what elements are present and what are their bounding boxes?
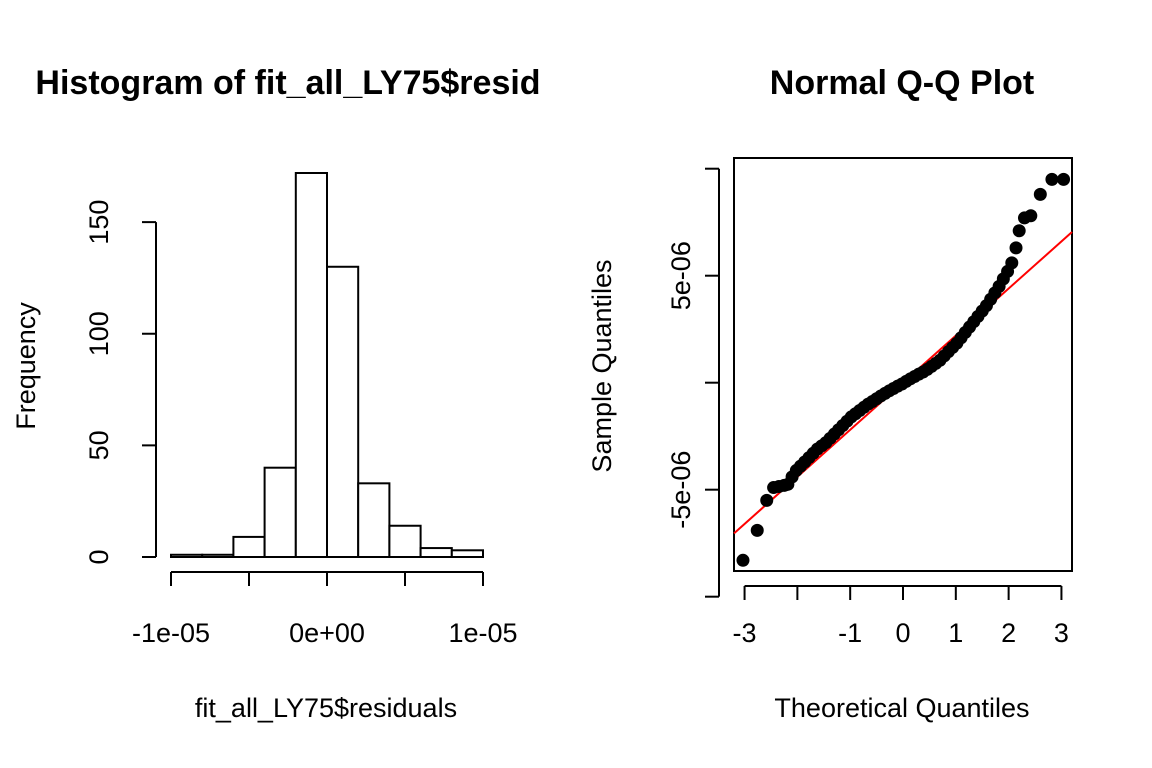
- qq-x-axis: -3 -1 0 1 2 3: [733, 585, 1069, 648]
- qq-point: [1009, 241, 1023, 255]
- histogram-x-tick-label: -1e-05: [132, 618, 210, 648]
- histogram-y-tick-label: 0: [84, 549, 114, 564]
- histogram-y-axis-label: Frequency: [11, 302, 41, 430]
- histogram-bar: [326, 265, 360, 558]
- qq-x-axis-label: Theoretical Quantiles: [774, 693, 1029, 723]
- qq-y-tick-label: 5e-06: [666, 241, 696, 310]
- histogram-y-tick-label: 100: [84, 311, 114, 356]
- qq-x-tick-label: 2: [1001, 618, 1016, 648]
- histogram-y-axis: 0 50 100 150: [84, 200, 157, 565]
- qq-points: [736, 172, 1071, 567]
- histogram-x-axis: -1e-05 0e+00 1e-05: [132, 571, 518, 648]
- histogram-bar: [170, 553, 204, 559]
- histogram-y-tick-label: 50: [84, 430, 114, 460]
- histogram-y-tick-label: 150: [84, 200, 114, 245]
- histogram-bar: [419, 547, 453, 558]
- histogram-bar: [232, 535, 266, 559]
- qq-plot-frame: [733, 157, 1073, 572]
- histogram-bar: [388, 524, 422, 559]
- histogram-bar: [263, 466, 297, 558]
- histogram-x-tick-label: 1e-05: [448, 618, 517, 648]
- qq-x-tick-label: 1: [948, 618, 963, 648]
- histogram-x-axis-label: fit_all_LY75$residuals: [195, 693, 457, 723]
- qq-point: [1005, 256, 1019, 270]
- histogram-bar: [294, 172, 328, 558]
- histogram-title: Histogram of fit_all_LY75$resid: [35, 64, 540, 102]
- qq-point: [1024, 209, 1038, 223]
- qq-point: [736, 553, 750, 567]
- qq-title: Normal Q-Q Plot: [770, 64, 1034, 102]
- qq-point: [750, 523, 764, 537]
- histogram-x-tick-label: 0e+00: [289, 618, 365, 648]
- histogram-bar: [450, 549, 484, 558]
- qq-point: [1045, 172, 1059, 186]
- qq-y-axis-label: Sample Quantiles: [587, 259, 617, 472]
- qq-panel: Normal Q-Q Plot Theoretical Quantiles Sa…: [587, 64, 1073, 723]
- qq-x-tick-label: 3: [1054, 618, 1069, 648]
- histogram-bar: [357, 482, 391, 559]
- histogram-panel: Histogram of fit_all_LY75$resid fit_all_…: [11, 64, 541, 723]
- qq-y-tick-label: -5e-06: [666, 451, 696, 529]
- qq-point: [1012, 224, 1026, 238]
- qq-y-axis: -5e-06 5e-06: [666, 167, 720, 598]
- qq-x-tick-label: -3: [733, 618, 757, 648]
- qq-x-tick-label: 0: [895, 618, 910, 648]
- histogram-bars: [170, 172, 484, 559]
- qq-point: [1057, 172, 1071, 186]
- qq-point: [1033, 187, 1047, 201]
- histogram-bar: [201, 553, 235, 559]
- qq-x-tick-label: -1: [838, 618, 862, 648]
- qq-point: [760, 493, 774, 507]
